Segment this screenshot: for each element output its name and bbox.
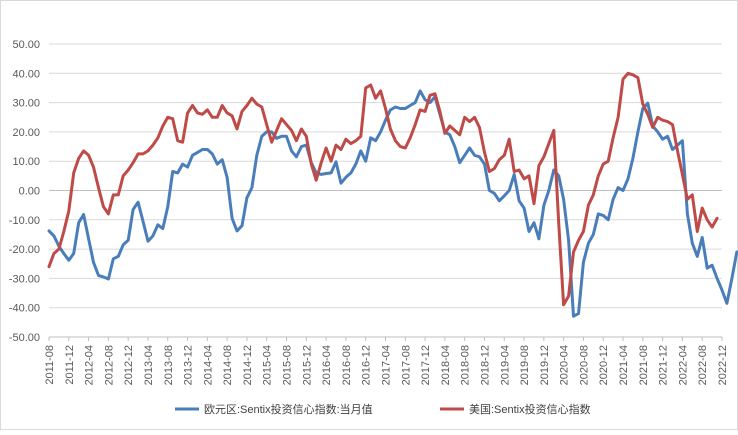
y-tick-label: 10.00	[12, 156, 40, 168]
x-tick-label: 2018-12	[479, 345, 491, 385]
y-axis-tick-labels: 50.00 40.00 30.00 20.00 10.00 0.00 -10.00 -20.0…	[9, 39, 40, 344]
x-tick-label: 2020-12	[598, 345, 610, 385]
y-tick-label: 40.00	[12, 68, 40, 80]
x-tick-label: 2022-04	[677, 345, 689, 385]
legend-label-1: 欧元区:Sentix投资信心指数:当月值	[204, 402, 373, 416]
x-tick-label: 2021-04	[618, 345, 630, 385]
x-tick-label: 2012-04	[84, 345, 96, 385]
y-tick-label: -50.00	[9, 332, 40, 344]
x-axis-tick-labels: 2011-08 2011-12 2012-04 2012-08 2012-12 2013-…	[44, 337, 729, 385]
x-tick-label: 2017-04	[381, 345, 393, 385]
y-tick-label: -40.00	[9, 303, 40, 315]
series-lines	[47, 71, 738, 318]
x-tick-label: 2015-04	[262, 345, 274, 385]
y-tick-label: 0.00	[19, 186, 40, 198]
x-tick-label: 2018-04	[440, 345, 452, 385]
x-tick-label: 2013-04	[143, 345, 155, 385]
y-tick-label: -20.00	[9, 244, 40, 256]
x-tick-label: 2022-12	[717, 345, 729, 385]
y-tick-label: 50.00	[12, 39, 40, 51]
legend: 欧元区:Sentix投资信心指数:当月值 美国:Sentix投资信心指数	[175, 402, 591, 416]
x-tick-label: 2022-08	[697, 345, 709, 385]
x-tick-label: 2013-12	[183, 345, 195, 385]
legend-label-2: 美国:Sentix投资信心指数	[469, 402, 591, 416]
x-tick-label: 2021-08	[638, 345, 650, 385]
x-tick-label: 2015-12	[301, 345, 313, 385]
x-tick-label: 2021-12	[658, 345, 670, 385]
x-tick-label: 2019-12	[539, 345, 551, 385]
x-tick-label: 2019-08	[519, 345, 531, 385]
x-tick-label: 2014-04	[202, 345, 214, 385]
series-line-1	[47, 89, 738, 318]
x-tick-label: 2017-08	[400, 345, 412, 385]
x-tick-label: 2013-08	[163, 345, 175, 385]
x-tick-label: 2020-08	[578, 345, 590, 385]
series-line-2	[47, 71, 719, 307]
x-tick-label: 2015-08	[282, 345, 294, 385]
x-tick-label: 2016-04	[321, 345, 333, 385]
x-tick-label: 2019-04	[499, 345, 511, 385]
x-tick-label: 2014-08	[222, 345, 234, 385]
x-tick-label: 2018-08	[460, 345, 472, 385]
y-tick-label: 30.00	[12, 98, 40, 110]
x-tick-label: 2011-08	[44, 345, 56, 385]
y-tick-label: -30.00	[9, 273, 40, 285]
x-tick-label: 2014-12	[242, 345, 254, 385]
x-tick-label: 2016-12	[361, 345, 373, 385]
gridlines	[49, 43, 722, 338]
y-tick-label: -10.00	[9, 215, 40, 227]
x-tick-label: 2011-12	[64, 345, 76, 385]
y-tick-label: 20.00	[12, 127, 40, 139]
x-tick-label: 2016-08	[341, 345, 353, 385]
x-tick-label: 2012-12	[123, 345, 135, 385]
x-tick-label: 2012-08	[103, 345, 115, 385]
x-tick-label: 2020-04	[559, 345, 571, 385]
x-tick-label: 2017-12	[420, 345, 432, 385]
